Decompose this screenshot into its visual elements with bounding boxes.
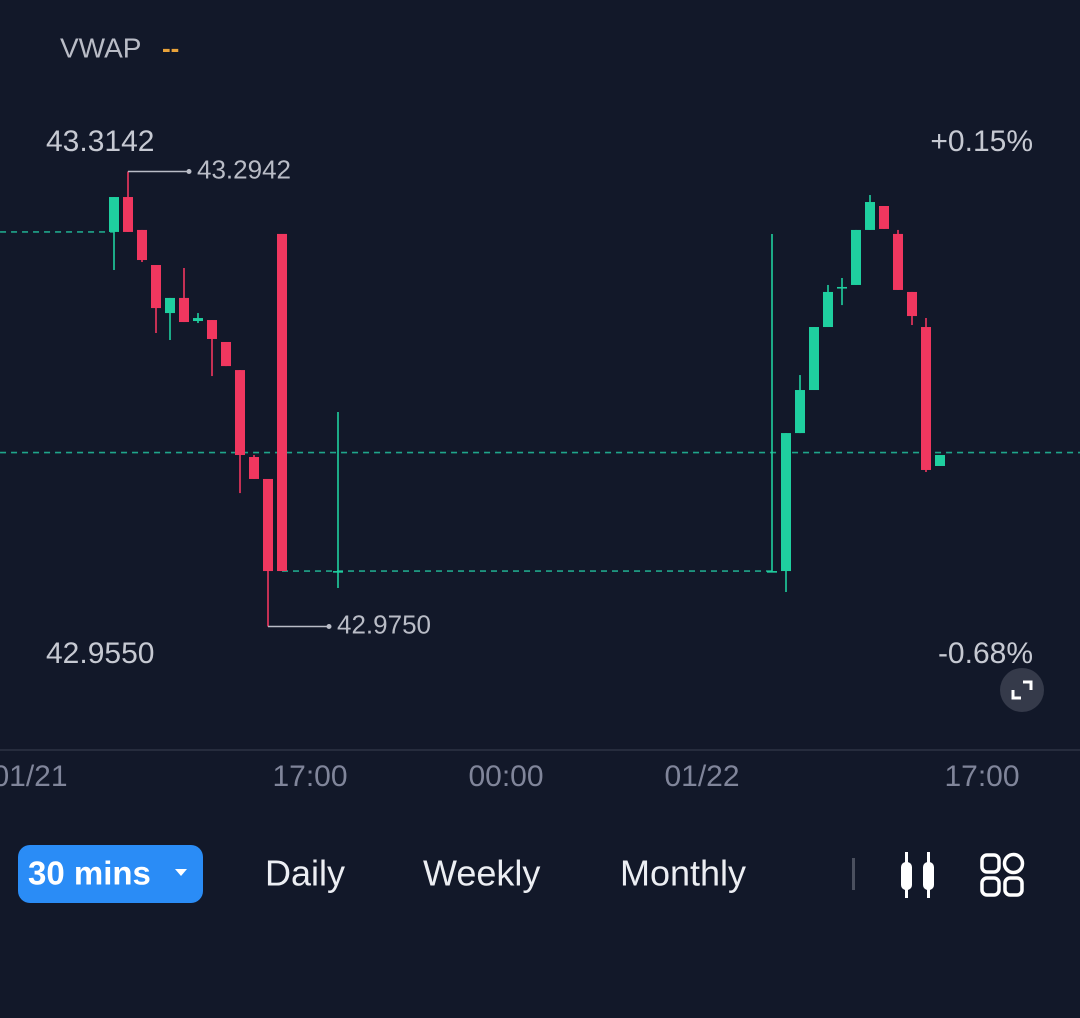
x-tick-label: 17:00	[272, 760, 347, 793]
candle-body	[151, 265, 161, 309]
expand-button[interactable]	[1000, 668, 1044, 712]
candle-body	[263, 478, 273, 572]
x-tick-label: 00:00	[468, 760, 543, 793]
indicators-icon[interactable]	[980, 852, 1025, 897]
dropdown-caret	[175, 869, 187, 876]
candle-body	[137, 229, 147, 261]
expand-circle[interactable]	[1000, 668, 1044, 712]
y2-tick-label: +0.15%	[930, 125, 1033, 158]
icon-part	[1003, 876, 1024, 897]
candle-body	[123, 197, 133, 232]
interval-tab[interactable]: Daily	[265, 853, 345, 894]
candle-body	[851, 229, 861, 285]
interval-tab[interactable]: Monthly	[620, 853, 746, 894]
candle-body	[165, 297, 175, 314]
expand-icon	[1011, 680, 1033, 700]
legend-symbol: --	[162, 33, 179, 63]
candle-body	[795, 390, 805, 434]
candle-body	[277, 233, 287, 572]
candle-body	[235, 370, 245, 456]
interval-tab[interactable]: Weekly	[423, 853, 540, 894]
candle-body	[249, 457, 259, 479]
candle-body	[179, 297, 189, 323]
y2-tick-label: -0.68%	[938, 637, 1033, 670]
icon-part	[1002, 852, 1025, 875]
icon-part	[980, 876, 1001, 897]
candle-body	[333, 571, 343, 573]
candle-body	[879, 206, 889, 229]
interval-tab[interactable]: 30 mins	[28, 855, 151, 892]
y-tick-label: 42.9550	[46, 637, 154, 670]
candle-body	[207, 320, 217, 339]
candle-body	[767, 571, 777, 573]
candle-style-icon[interactable]	[901, 852, 934, 898]
icon-part	[980, 853, 1001, 874]
x-tick-label: 01/21	[0, 760, 68, 793]
legend-label: VWAP	[60, 32, 141, 63]
x-tick-label: 01/22	[664, 760, 739, 793]
candle-body	[823, 291, 833, 328]
candle-body	[781, 433, 791, 572]
candle-body	[893, 233, 903, 290]
annotation-dot	[326, 623, 332, 629]
annotation-dot	[186, 169, 192, 175]
candle-body	[837, 286, 847, 289]
y-tick-label: 43.3142	[46, 125, 154, 158]
indicator-legend: VWAP --	[60, 32, 179, 63]
candle-body	[193, 318, 203, 322]
annotation-label: 43.2942	[197, 154, 291, 184]
candle-body	[109, 197, 119, 232]
x-tick-label: 17:00	[944, 760, 1019, 793]
candle-body	[935, 455, 945, 466]
scroll-hint	[852, 858, 855, 890]
candle-body	[865, 202, 875, 230]
candle-body	[221, 341, 231, 367]
candle-body	[907, 291, 917, 317]
candle-body	[921, 327, 931, 470]
annotation-label: 42.9750	[337, 609, 431, 639]
candle-body	[809, 327, 819, 391]
interval-tab-selected[interactable]	[18, 845, 203, 903]
